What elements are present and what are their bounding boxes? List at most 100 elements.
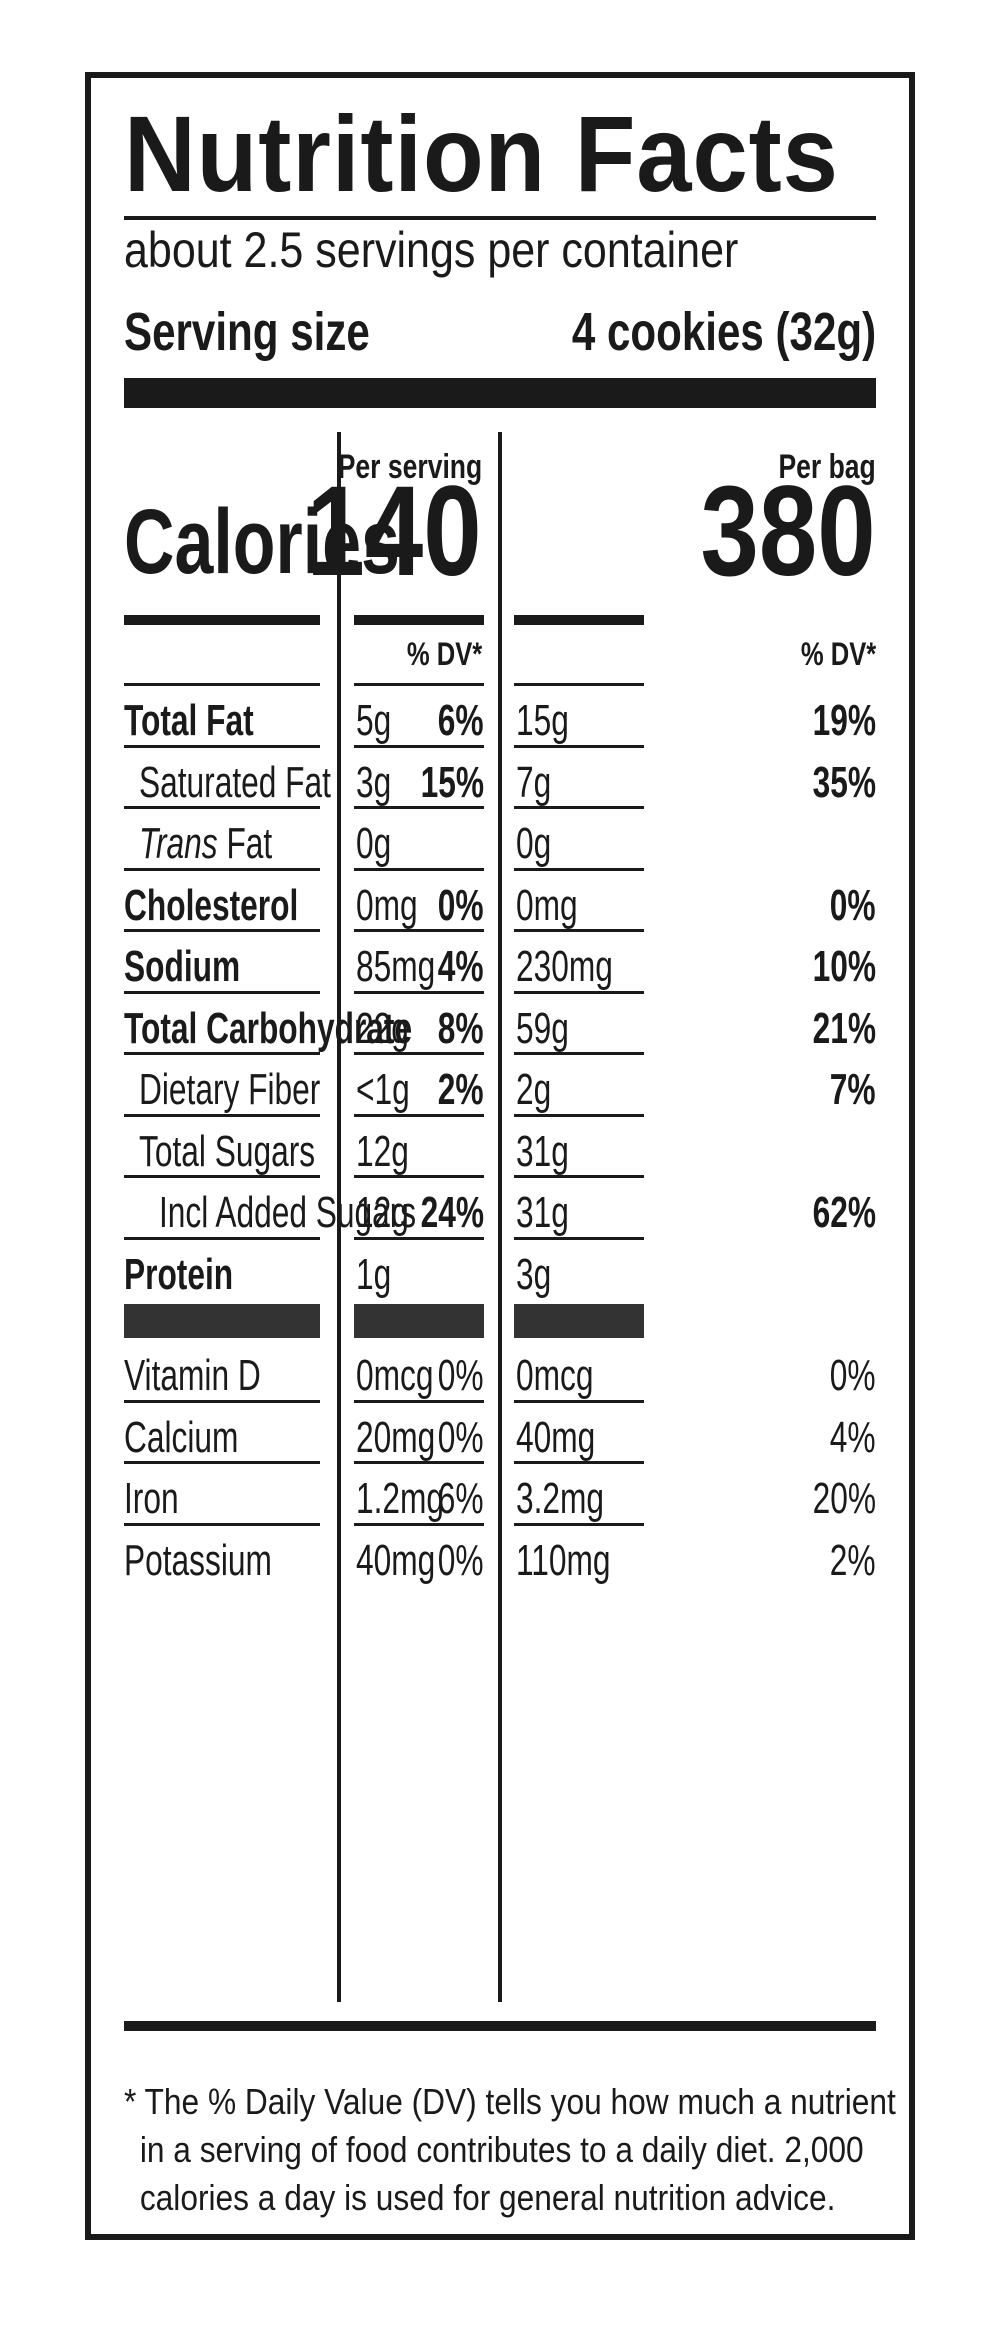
- serving-amount: 12g: [356, 1126, 409, 1176]
- nutrient-name-text: Total Sugars: [139, 1126, 316, 1176]
- serving-amount: 20mg: [356, 1412, 436, 1462]
- row-rule: [124, 683, 320, 686]
- nutrient-name-text: Incl Added Sugars: [159, 1188, 417, 1237]
- serving-amount: 0mg: [356, 880, 418, 930]
- bag-amount: 59g: [516, 1003, 569, 1053]
- column-divider-right: [498, 432, 502, 2002]
- serving-amount: 1g: [356, 1249, 392, 1299]
- nutrient-name: Calcium: [124, 1415, 238, 1460]
- vitamin-bar: [514, 1304, 644, 1338]
- bag-dv: 7%: [830, 1065, 876, 1114]
- footnote: * The % Daily Value (DV) tells you how m…: [124, 2078, 896, 2222]
- nutrient-name: Total Carbohydrate: [124, 1003, 413, 1053]
- row-rule: [514, 1522, 644, 1526]
- row-rule: [354, 929, 484, 932]
- calories-rule-bag: [514, 615, 644, 625]
- footnote-divider: [124, 2021, 876, 2031]
- bag-dv: 62%: [812, 1188, 876, 1237]
- row-rule: [514, 1113, 644, 1117]
- calories-rule-serving: [354, 615, 484, 625]
- calories-per-bag: 380: [700, 460, 876, 603]
- dv-header-bag: % DV*: [800, 636, 876, 672]
- serving-amount: 0mcg: [356, 1351, 434, 1400]
- bag-amount: 0mg: [516, 880, 578, 930]
- panel-title: Nutrition Facts: [124, 93, 839, 214]
- nutrient-name: Vitamin D: [124, 1354, 261, 1398]
- column-divider-left: [337, 432, 341, 2002]
- serving-dv: 8%: [438, 1003, 484, 1053]
- row-rule: [124, 1522, 320, 1526]
- per-bag-label: Per bag: [778, 448, 876, 486]
- calories-per-serving: 140: [306, 460, 482, 603]
- nutrient-name-text: Iron: [124, 1474, 179, 1523]
- serving-amount: 1.2mg: [356, 1474, 445, 1523]
- nutrient-name: Total Sugars: [139, 1126, 316, 1176]
- nutrient-name-text: Cholesterol: [124, 880, 299, 930]
- row-rule: [124, 744, 320, 748]
- serving-dv: 0%: [438, 1412, 484, 1462]
- bag-amount: 0g: [516, 819, 552, 868]
- serving-dv: 24%: [420, 1188, 484, 1237]
- row-rule: [124, 806, 320, 809]
- row-rule: [354, 1399, 484, 1403]
- row-rule: [354, 867, 484, 871]
- nutrient-name-text: Dietary Fiber: [139, 1065, 321, 1114]
- serving-size-label: Serving size: [124, 302, 370, 362]
- nutrient-name: Cholesterol: [124, 880, 299, 930]
- serving-amount: <1g: [356, 1065, 410, 1114]
- row-rule: [514, 744, 644, 748]
- bag-amount: 3.2mg: [516, 1474, 605, 1523]
- row-rule: [124, 1399, 320, 1403]
- bag-dv: 19%: [812, 696, 876, 745]
- row-rule: [124, 1175, 320, 1178]
- bag-amount: 7g: [516, 757, 552, 807]
- nutrient-name-text: Total Fat: [124, 696, 254, 745]
- row-rule: [124, 867, 320, 871]
- nutrient-name-text: Total Carbohydrate: [124, 1003, 413, 1053]
- bag-dv: 0%: [830, 1351, 876, 1400]
- row-rule: [354, 1113, 484, 1117]
- nutrient-name-text: Saturated Fat: [139, 757, 331, 807]
- serving-amount: 40mg: [356, 1535, 436, 1585]
- bag-amount: 15g: [516, 696, 569, 745]
- serving-amount: 85mg: [356, 942, 436, 991]
- serving-amount: 12g: [356, 1188, 409, 1237]
- bag-amount: 40mg: [516, 1412, 596, 1462]
- bag-dv: 20%: [812, 1474, 876, 1523]
- serving-dv: 0%: [438, 1351, 484, 1400]
- row-rule: [514, 929, 644, 932]
- row-rule: [514, 1461, 644, 1464]
- calories-rule-name: [124, 615, 320, 625]
- footnote-line: calories a day is used for general nutri…: [139, 2177, 836, 2218]
- nutrient-name: Iron: [124, 1477, 179, 1521]
- calories-label: Calories: [124, 491, 400, 593]
- serving-dv: 0%: [438, 1535, 484, 1585]
- row-rule: [514, 1052, 644, 1055]
- nutrient-name: Saturated Fat: [139, 757, 331, 807]
- row-rule: [124, 990, 320, 994]
- nutrient-name-text: Vitamin D: [124, 1351, 261, 1400]
- bag-amount: 2g: [516, 1065, 552, 1114]
- bag-dv: 2%: [830, 1535, 876, 1585]
- row-rule: [514, 806, 644, 809]
- panel-content: Nutrition Facts about 2.5 servings per c…: [124, 78, 896, 2234]
- servings-per-container: about 2.5 servings per container: [124, 222, 739, 278]
- row-rule: [514, 1399, 644, 1403]
- bag-dv: 10%: [812, 942, 876, 991]
- row-rule: [354, 1522, 484, 1526]
- serving-dv: 6%: [438, 696, 484, 745]
- serving-amount: 3g: [356, 757, 392, 807]
- row-rule: [354, 1461, 484, 1464]
- row-rule: [514, 867, 644, 871]
- row-rule: [514, 1236, 644, 1240]
- row-rule: [354, 1236, 484, 1240]
- nutrient-name-text: Potassium: [124, 1535, 272, 1585]
- nutrient-name-emphasis: Trans: [139, 819, 218, 868]
- nutrient-name: Trans Fat: [139, 822, 272, 866]
- row-rule: [514, 683, 644, 686]
- nutrient-name-text: Sodium: [124, 942, 241, 991]
- row-rule: [124, 1052, 320, 1055]
- nutrient-name: Potassium: [124, 1535, 272, 1585]
- row-rule: [124, 1461, 320, 1464]
- dv-header-serving: % DV*: [406, 636, 482, 672]
